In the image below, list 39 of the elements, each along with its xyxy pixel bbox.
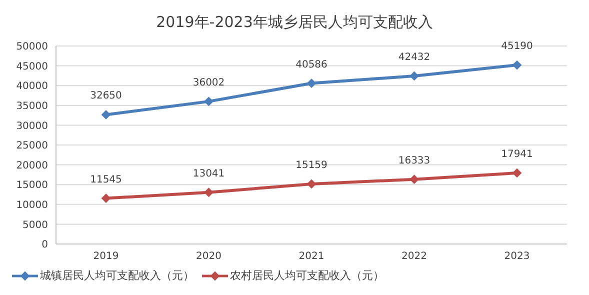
y-tick-label: 15000 (16, 180, 48, 192)
data-label: 11545 (90, 174, 122, 186)
point (204, 96, 214, 106)
point (512, 168, 522, 178)
point (307, 179, 316, 188)
x-tick-label: 2021 (298, 251, 324, 262)
y-tick-label: 0 (42, 240, 48, 251)
data-label: 45190 (501, 41, 533, 52)
x-tick-label: 2023 (504, 251, 530, 262)
point (102, 194, 110, 203)
data-label: 32650 (90, 90, 122, 102)
data-label: 13041 (192, 168, 225, 180)
y-tick-label: 35000 (16, 100, 48, 112)
point (410, 71, 419, 80)
x-tick-label: 2019 (93, 251, 119, 262)
legend-label: 城镇居民人均可支配收入（元） (40, 268, 194, 283)
y-tick-label: 5000 (22, 220, 48, 231)
legend-label: 农村居民人均可支配收入（元） (230, 268, 384, 283)
data-label: 36002 (192, 77, 225, 88)
y-tick-label: 25000 (16, 140, 48, 152)
y-tick-label: 45000 (16, 61, 48, 72)
x-tick-label: 2022 (402, 251, 427, 262)
y-tick-label: 30000 (16, 120, 48, 132)
point (410, 174, 419, 184)
y-tick-label: 50000 (16, 42, 48, 53)
point (307, 78, 316, 88)
y-tick-label: 20000 (16, 160, 48, 172)
data-label: 15159 (296, 160, 328, 171)
point (512, 60, 522, 70)
data-label: 16333 (398, 155, 430, 166)
point (102, 110, 110, 120)
y-tick-label: 10000 (16, 200, 48, 211)
point (204, 188, 214, 197)
data-label: 17941 (501, 148, 533, 160)
x-tick-label: 2020 (196, 251, 222, 262)
chart-title: 2019年-2023年城乡居民人均可支配收入 (155, 12, 434, 33)
y-tick-label: 40000 (16, 81, 48, 92)
data-label: 40586 (296, 59, 328, 70)
data-label: 42432 (398, 52, 430, 63)
